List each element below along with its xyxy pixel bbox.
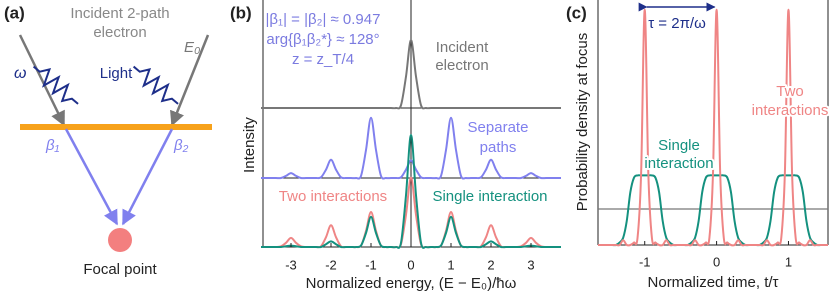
electron-path — [18, 34, 66, 127]
annotation: interaction — [644, 155, 713, 172]
light-packet — [132, 65, 179, 105]
beta-label: β₂ — [173, 137, 189, 154]
interaction-plate — [20, 124, 212, 130]
panel-label: (c) — [566, 3, 587, 22]
beam-path — [64, 128, 119, 226]
beam-path — [121, 128, 174, 226]
energy-label: E₀ — [184, 39, 200, 56]
light-label: Light — [100, 65, 133, 82]
annotation: Separate — [468, 119, 529, 136]
annotation: paths — [480, 139, 517, 156]
data-line — [261, 116, 561, 180]
electron-path — [170, 34, 210, 127]
panel-label: (a) — [4, 3, 25, 22]
beta-label: β₁ — [45, 137, 60, 154]
annotation: |β₁| = |β₂| ≈ 0.947 — [266, 11, 381, 28]
diagram: Incident 2-path electron E₀ ω Light β₁ β… — [14, 5, 212, 278]
annotation: Two interactions — [279, 188, 387, 205]
diagram-title: Incident 2-path — [70, 5, 169, 22]
focal-spot — [108, 228, 132, 252]
focal-label: Focal point — [83, 261, 157, 278]
x-tick-label: 2 — [487, 257, 494, 272]
x-axis-label: Normalized energy, (E − E₀)/ħω — [306, 275, 517, 292]
annotation: Single interaction — [432, 188, 547, 205]
light-packet — [32, 65, 79, 105]
y-axis-label: Probability density at focus — [574, 33, 591, 211]
x-tick-label: -3 — [285, 257, 297, 272]
annotation: z = z_T/4 — [292, 51, 354, 68]
y-axis-label: Intensity — [241, 117, 258, 173]
data-line — [260, 39, 561, 110]
frequency-label: ω — [14, 65, 26, 82]
annotation: Incident — [436, 39, 489, 56]
x-tick-label: 1 — [785, 254, 792, 269]
panel-label: (b) — [230, 3, 252, 22]
data-line — [598, 8, 828, 247]
x-tick-label: -1 — [639, 254, 651, 269]
annotation: electron — [435, 57, 488, 74]
annotation: interactions — [752, 102, 829, 119]
x-tick-label: -1 — [365, 257, 377, 272]
x-tick-label: 0 — [407, 257, 414, 272]
x-tick-label: 3 — [527, 257, 534, 272]
x-axis-label: Normalized time, t/τ — [648, 274, 779, 291]
diagram-title: electron — [93, 24, 146, 41]
annotation: τ = 2π/ω — [648, 15, 706, 32]
annotation: Single — [658, 137, 700, 154]
annotation: arg{β₁β₂*} ≈ 128° — [266, 31, 379, 48]
x-tick-label: -2 — [325, 257, 337, 272]
x-tick-label: 0 — [713, 254, 720, 269]
annotation: Two — [776, 83, 804, 100]
data-line — [261, 133, 561, 249]
x-tick-label: 1 — [447, 257, 454, 272]
